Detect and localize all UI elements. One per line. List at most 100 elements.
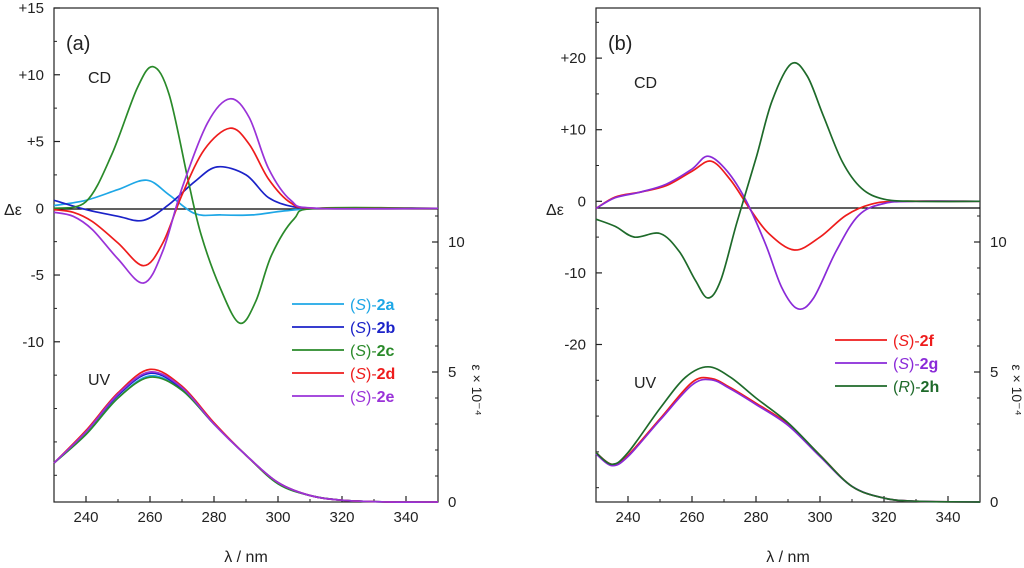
panel-label-b: (b): [608, 33, 632, 55]
legend-prefix: (: [350, 366, 356, 383]
legend-prefix: (: [350, 297, 356, 314]
x-tick-label: 320: [329, 509, 354, 526]
x-tick-label: 300: [265, 509, 290, 526]
x-tick-label: 260: [679, 509, 704, 526]
legend-label-2b: (S)-2b: [350, 320, 396, 337]
legend-prefix: (: [893, 356, 899, 373]
uv-y-axis-a: 0 5 10: [432, 215, 465, 511]
legend-label-2a: (S)-2a: [350, 297, 395, 314]
x-tick-label: 240: [73, 509, 98, 526]
cd-line-2c: [53, 65, 439, 325]
legend-config: R: [898, 379, 910, 396]
legend-compound: 2g: [920, 356, 939, 373]
legend-mid: )-: [366, 297, 377, 314]
cd-line-2e: [53, 97, 439, 284]
cd-series-a: [53, 65, 439, 325]
legend-compound: 2d: [377, 366, 396, 383]
x-tick-label: 340: [393, 509, 418, 526]
legend-prefix: (: [350, 343, 356, 360]
cd-y-tick-label: +10: [561, 122, 586, 139]
cd-y-tick-label: +20: [561, 50, 586, 67]
cd-series-b: [595, 61, 981, 310]
x-tick-label: 260: [137, 509, 162, 526]
legend-mid: )-: [910, 379, 921, 396]
panel-a: 240 260 280 300 320 340 +15 +10 +5 0 -5 -10 0 5 10 (…: [4, 0, 485, 566]
x-axis-b: 240 260 280 300 320 340: [595, 496, 981, 526]
legend-prefix: (: [893, 379, 899, 396]
legend-prefix: (: [350, 320, 356, 337]
cd-y-tick-label: 0: [36, 200, 44, 217]
legend-mid: )-: [366, 389, 377, 406]
uv-y-tick-label: 0: [990, 494, 998, 511]
cd-line-2a: [53, 179, 439, 217]
uv-y-tick-label: 5: [990, 364, 998, 381]
cd-y-tick-label: -10: [22, 334, 44, 351]
x-tick-label: 320: [871, 509, 896, 526]
legend-config: S: [355, 343, 366, 360]
cd-ylabel-b: Δε: [546, 202, 564, 219]
legend-label-2c: (S)-2c: [350, 343, 395, 360]
legend-compound: 2c: [377, 343, 395, 360]
legend-label-2h: (R)-2h: [893, 379, 939, 396]
cd-y-tick-label: 0: [578, 193, 586, 210]
uv-y-tick-label: 10: [990, 234, 1007, 251]
legend-compound: 2b: [377, 320, 396, 337]
legend-mid: )-: [366, 320, 377, 337]
cd-y-tick-label: +15: [19, 0, 44, 17]
legend-b: (S)-2f(S)-2g(R)-2h: [835, 333, 939, 396]
cd-label-b: CD: [634, 75, 657, 92]
panel-label-a: (a): [66, 33, 90, 55]
cd-y-tick-label: +10: [19, 67, 44, 84]
cd-line-2h: [595, 61, 981, 299]
cd-y-tick-label: -10: [564, 265, 586, 282]
legend-mid: )-: [909, 333, 920, 350]
cd-y-tick-label: +5: [27, 134, 44, 151]
legend-prefix: (: [350, 389, 356, 406]
cd-line-2f: [595, 160, 981, 251]
cd-y-tick-label: -5: [31, 267, 44, 284]
legend-config: S: [355, 366, 366, 383]
uv-ylabel-a: ε × 10⁻⁴: [469, 364, 485, 415]
uv-series-a: [53, 368, 439, 503]
cd-line-2b: [53, 165, 439, 222]
uv-y-tick-label: 10: [448, 234, 465, 251]
uv-line-2g: [595, 378, 981, 503]
uv-line-2f: [595, 376, 981, 503]
cd-line-2g: [595, 155, 981, 310]
x-tick-label: 240: [615, 509, 640, 526]
legend-config: S: [898, 356, 909, 373]
legend-compound: 2h: [921, 379, 940, 396]
x-tick-label: 340: [935, 509, 960, 526]
uv-series-b: [595, 365, 981, 503]
legend-config: S: [355, 389, 366, 406]
legend-a: (S)-2a(S)-2b(S)-2c(S)-2d(S)-2e: [292, 297, 396, 406]
uv-line-2e: [53, 371, 439, 503]
legend-compound: 2f: [920, 333, 935, 350]
legend-mid: )-: [366, 366, 377, 383]
cd-ylabel-a: Δε: [4, 202, 22, 219]
legend-label-2g: (S)-2g: [893, 356, 938, 373]
uv-y-axis-b: 0 5 10: [974, 215, 1007, 511]
plot-frame-a: [53, 7, 439, 503]
x-tick-label: 300: [807, 509, 832, 526]
legend-prefix: (: [893, 333, 899, 350]
legend-mid: )-: [909, 356, 920, 373]
uv-label-b: UV: [634, 375, 657, 392]
x-axis-a: 240 260 280 300 320 340: [53, 496, 439, 526]
legend-config: S: [355, 297, 366, 314]
legend-label-2f: (S)-2f: [893, 333, 935, 350]
legend-label-2e: (S)-2e: [350, 389, 395, 406]
cd-y-axis-b: +20 +10 0 -10 -20: [561, 21, 602, 489]
legend-compound: 2a: [377, 297, 395, 314]
uv-y-tick-label: 0: [448, 494, 456, 511]
legend-compound: 2e: [377, 389, 395, 406]
uv-line-2h: [595, 365, 981, 503]
uv-label-a: UV: [88, 372, 111, 389]
x-tick-label: 280: [201, 509, 226, 526]
legend-config: S: [898, 333, 909, 350]
cd-y-tick-label: -20: [564, 336, 586, 353]
cd-line-2d: [53, 127, 439, 267]
xlabel-b: λ / nm: [766, 549, 810, 566]
legend-mid: )-: [366, 343, 377, 360]
